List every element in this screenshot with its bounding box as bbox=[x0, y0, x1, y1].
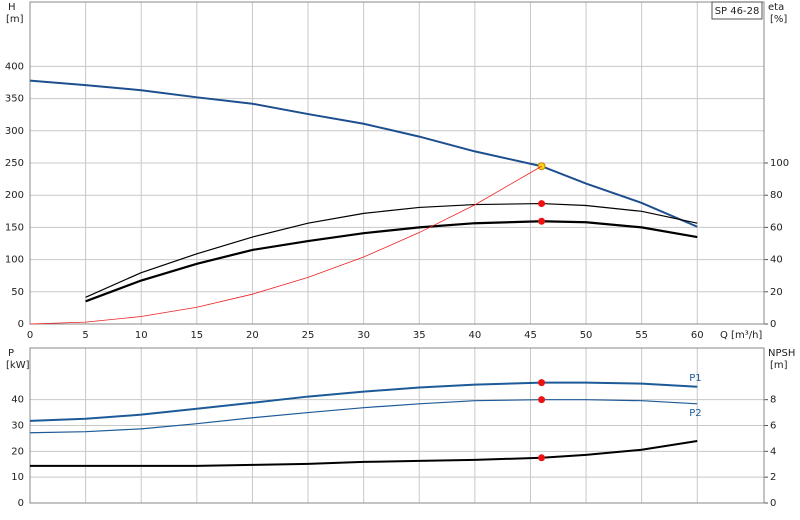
x-tick-label: 40 bbox=[468, 330, 481, 341]
operating-point bbox=[538, 396, 546, 404]
y2-tick-label: 0 bbox=[770, 319, 776, 330]
y2-tick-label: 0 bbox=[770, 498, 776, 509]
x-tick-label: 15 bbox=[190, 330, 203, 341]
x-tick-label: 35 bbox=[413, 330, 426, 341]
operating-point bbox=[538, 379, 546, 387]
y2-axis-unit: [m] bbox=[770, 360, 788, 371]
y2-tick-label: 8 bbox=[770, 395, 776, 406]
title-box bbox=[711, 1, 763, 20]
y-tick-label: 300 bbox=[5, 126, 24, 137]
operating-point bbox=[538, 454, 546, 462]
x-tick-label: 45 bbox=[524, 330, 537, 341]
series-line bbox=[85, 220, 698, 303]
x-tick-label: 5 bbox=[82, 330, 88, 341]
chart-title: SP 46-28 bbox=[715, 6, 760, 17]
y-axis-unit: [m] bbox=[6, 14, 24, 25]
y2-tick-label: 20 bbox=[770, 287, 783, 298]
x-tick-label: 10 bbox=[135, 330, 148, 341]
x-tick-label: 60 bbox=[691, 330, 704, 341]
y2-tick-label: 4 bbox=[770, 446, 776, 457]
y-tick-label: 350 bbox=[5, 94, 24, 105]
x-tick-label: 30 bbox=[357, 330, 370, 341]
x-tick-label: 25 bbox=[302, 330, 315, 341]
y-axis-label: P bbox=[8, 348, 14, 359]
y-tick-label: 250 bbox=[5, 158, 24, 169]
y-axis-label: H bbox=[8, 2, 16, 13]
y-tick-label: 150 bbox=[5, 222, 24, 233]
y-tick-label: 40 bbox=[11, 395, 24, 406]
y-tick-label: 30 bbox=[11, 421, 24, 432]
y2-tick-label: 60 bbox=[770, 222, 783, 233]
y-tick-label: 20 bbox=[11, 446, 24, 457]
y2-tick-label: 2 bbox=[770, 472, 776, 483]
series-label: P2 bbox=[689, 408, 701, 419]
y2-axis-label: eta bbox=[768, 2, 784, 13]
y2-tick-label: 6 bbox=[770, 421, 776, 432]
x-tick-label: 50 bbox=[580, 330, 593, 341]
y-tick-label: 50 bbox=[11, 287, 24, 298]
y-axis-unit: [kW] bbox=[6, 360, 30, 371]
series-line bbox=[29, 399, 698, 434]
y-tick-label: 10 bbox=[11, 472, 24, 483]
operating-point bbox=[538, 217, 546, 225]
y2-tick-label: 40 bbox=[770, 255, 783, 266]
y2-axis-unit: [%] bbox=[770, 14, 787, 25]
y-tick-label: 0 bbox=[18, 319, 24, 330]
plot-frame bbox=[29, 347, 765, 504]
x-tick-label: 0 bbox=[27, 330, 33, 341]
y-tick-label: 0 bbox=[18, 498, 24, 509]
y2-axis-label: NPSH bbox=[768, 348, 795, 359]
x-axis-label: Q [m³/h] bbox=[720, 330, 762, 341]
x-tick-label: 55 bbox=[635, 330, 648, 341]
y-tick-label: 400 bbox=[5, 61, 24, 72]
series-line bbox=[29, 381, 698, 422]
y-tick-label: 200 bbox=[5, 190, 24, 201]
series-label: P1 bbox=[689, 373, 701, 384]
plot-frame bbox=[29, 1, 765, 325]
y2-tick-label: 100 bbox=[770, 158, 789, 169]
operating-point bbox=[538, 200, 546, 208]
series-line bbox=[29, 165, 542, 325]
y2-tick-label: 80 bbox=[770, 190, 783, 201]
series-line bbox=[29, 79, 698, 228]
y-tick-label: 100 bbox=[5, 255, 24, 266]
series-line bbox=[85, 202, 698, 298]
series-line bbox=[30, 440, 698, 467]
x-tick-label: 20 bbox=[246, 330, 259, 341]
